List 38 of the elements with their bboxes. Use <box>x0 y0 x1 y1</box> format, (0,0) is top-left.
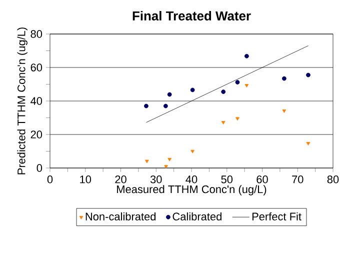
y-tick-label: 20 <box>30 130 42 138</box>
point <box>164 165 168 169</box>
point <box>190 88 195 92</box>
y-tick-label: 0 <box>36 164 42 172</box>
legend-label: Calibrated <box>172 212 222 220</box>
x-tick-label: 10 <box>80 176 92 184</box>
x-tick-label: 40 <box>186 176 198 184</box>
point <box>144 104 148 108</box>
point <box>306 142 310 146</box>
x-tick-label: 70 <box>292 176 304 184</box>
legend-label: Perfect Fit <box>252 212 302 220</box>
y-axis-title: Predicted TTHM Conc'n (ug/L) <box>17 28 28 174</box>
point <box>244 54 249 58</box>
x-tick-label: 80 <box>327 176 339 184</box>
point <box>282 110 286 113</box>
point <box>190 150 194 154</box>
x-tick-label: 0 <box>47 176 53 184</box>
point <box>282 76 286 81</box>
x-axis-title: Measured TTHM Conc'n (ug/L) <box>117 185 266 196</box>
x-tick-label: 20 <box>115 176 126 184</box>
point <box>163 104 168 108</box>
point <box>221 90 226 94</box>
point <box>168 158 172 162</box>
x-tick-label: 60 <box>256 176 268 184</box>
chart-title: Final Treated Water <box>132 10 251 21</box>
x-tick-label: 30 <box>150 176 162 184</box>
y-tick-label: 40 <box>30 97 42 105</box>
point <box>167 92 172 97</box>
legend-label: Non-calibrated <box>86 212 156 220</box>
x-tick-label: 50 <box>221 176 233 184</box>
y-tick-label: 60 <box>30 64 42 72</box>
point <box>144 160 149 164</box>
point <box>221 121 226 124</box>
point <box>235 80 240 84</box>
point <box>244 84 249 88</box>
point <box>306 72 310 78</box>
y-tick-label: 80 <box>30 30 42 38</box>
point <box>236 117 240 121</box>
